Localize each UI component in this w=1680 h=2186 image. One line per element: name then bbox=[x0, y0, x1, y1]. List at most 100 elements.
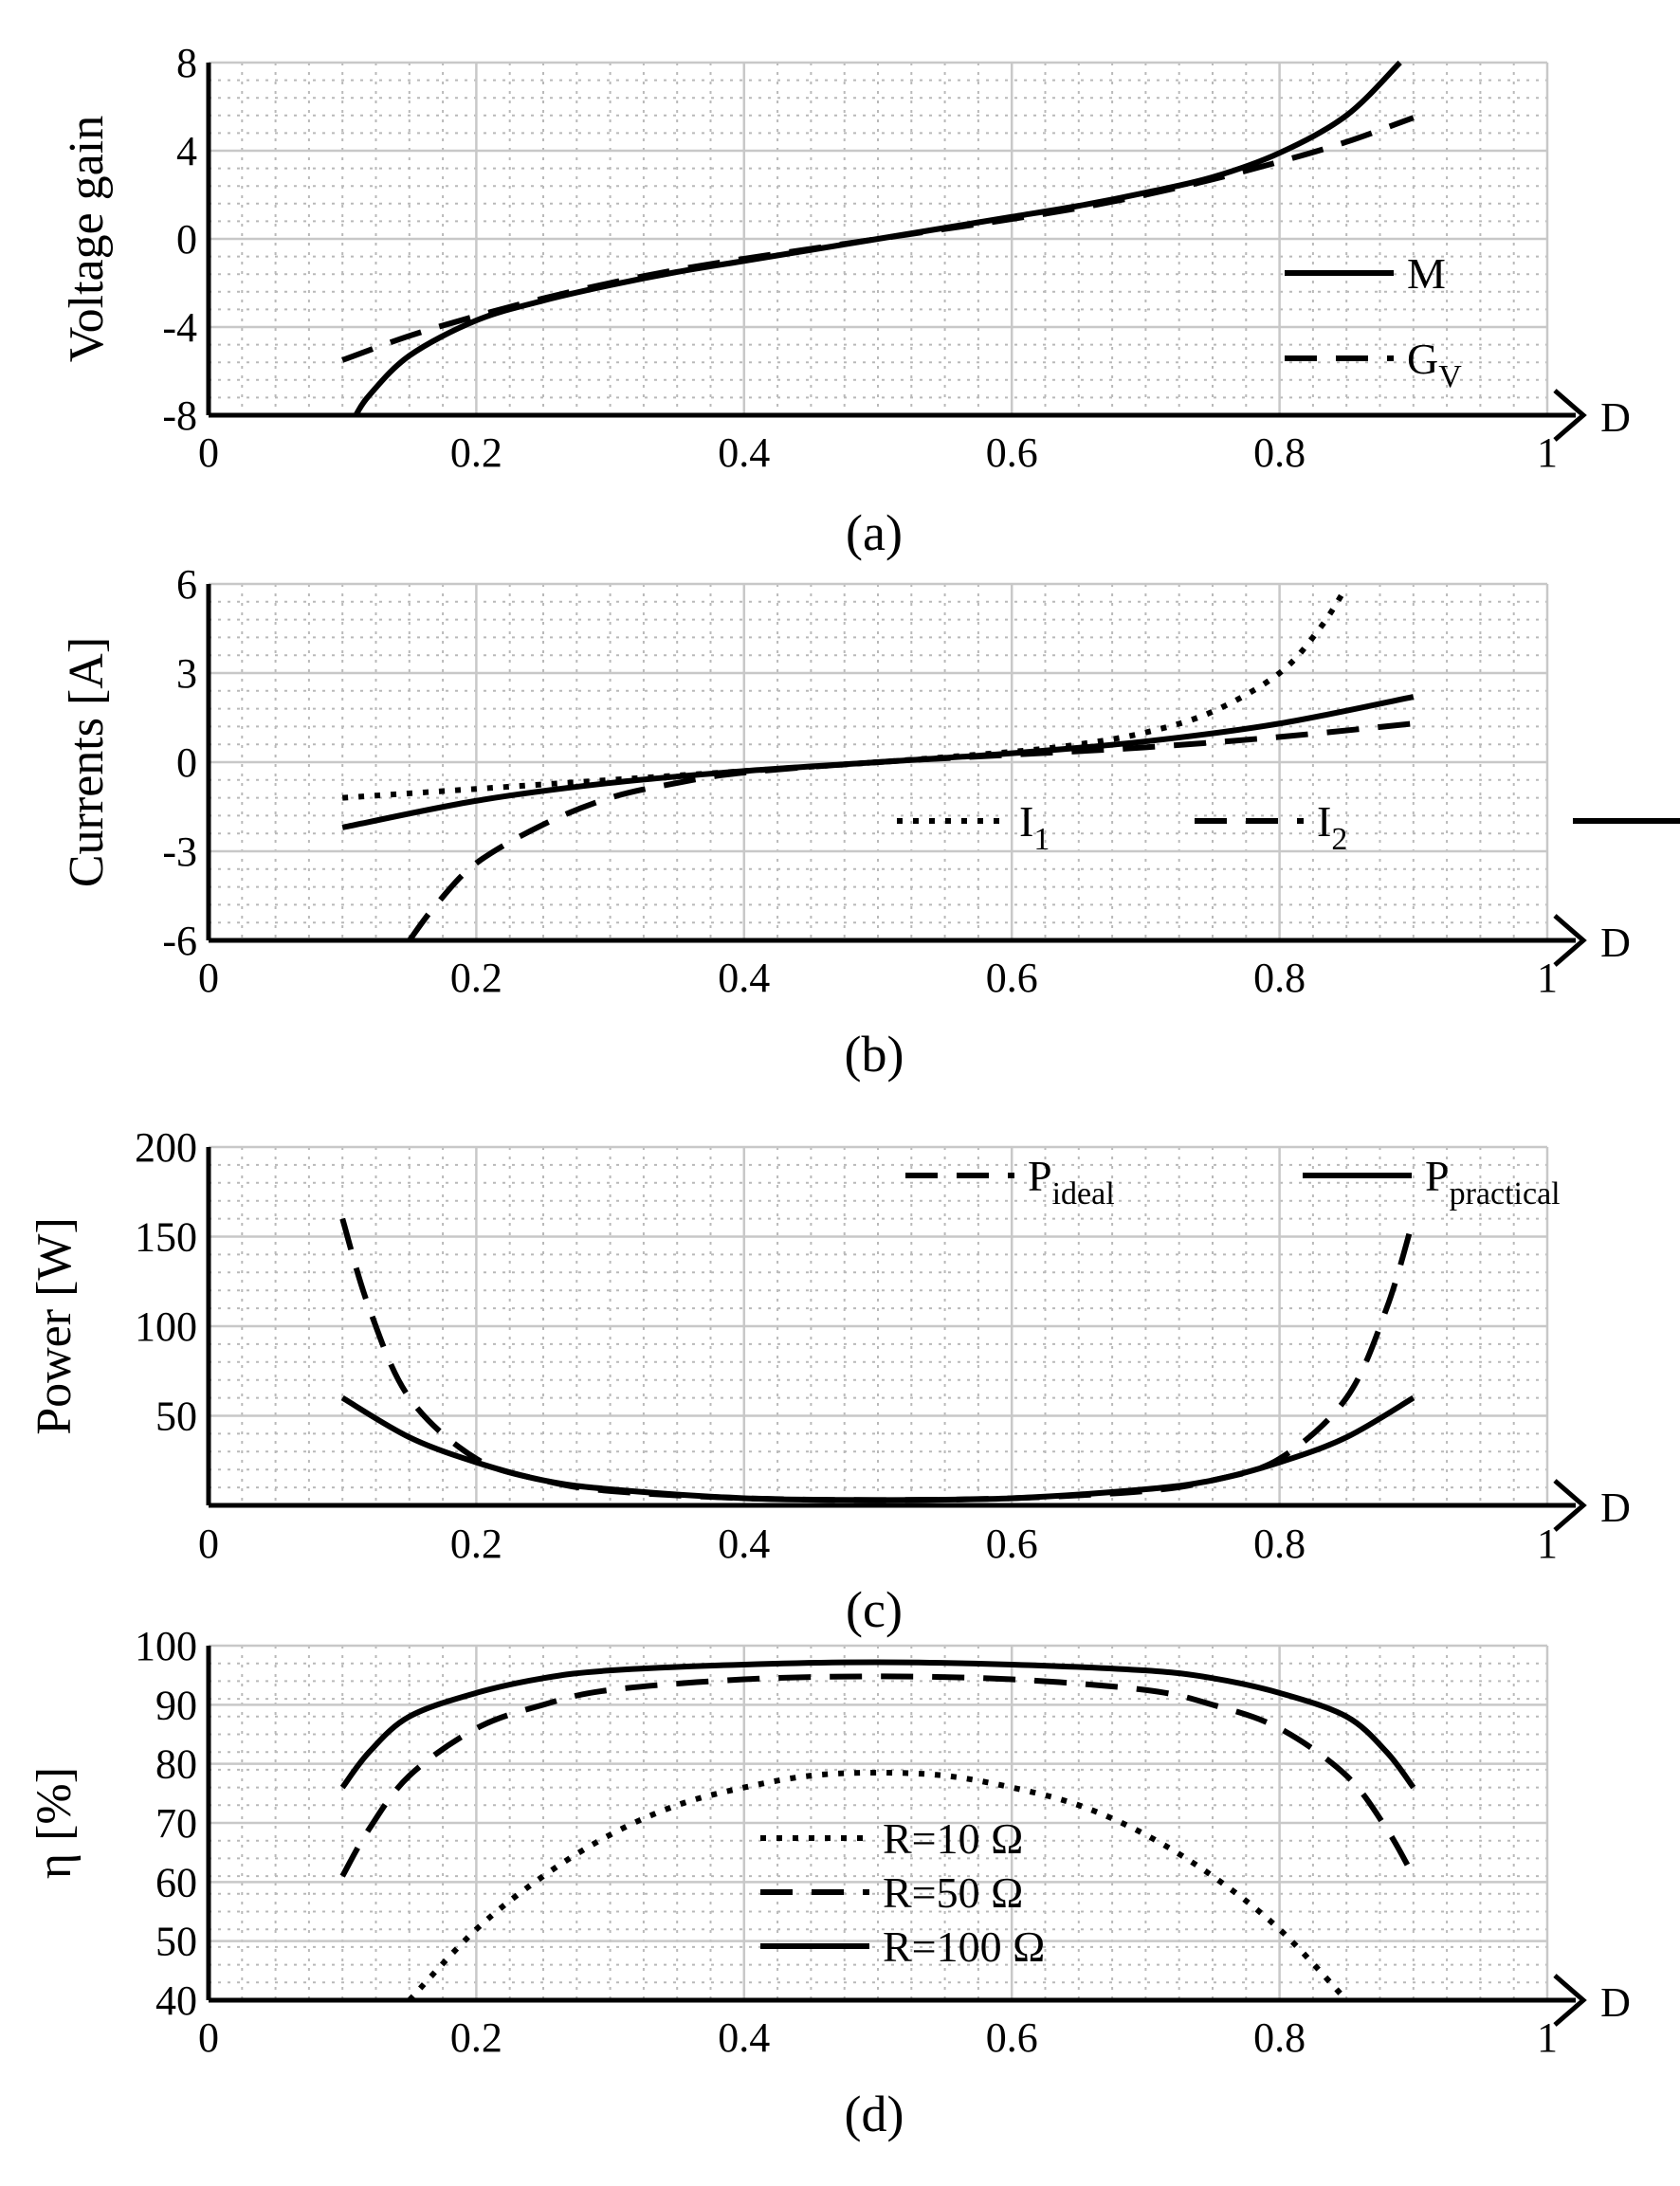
legend-label-subscript: ideal bbox=[1052, 1176, 1115, 1211]
legend-label-subscript: practical bbox=[1450, 1176, 1561, 1211]
y-tick-label: 4 bbox=[176, 128, 197, 174]
legend-label-main: I bbox=[1317, 797, 1331, 846]
legend: R=10 Ω R=50 Ω R=100 Ω bbox=[760, 1814, 1045, 1971]
panel-label: (c) bbox=[846, 1581, 903, 1638]
x-tick-label: 0.4 bbox=[718, 429, 770, 476]
x-axis-arrow-icon bbox=[1553, 1974, 1587, 2027]
x-tick-label: 0 bbox=[198, 955, 219, 1001]
legend-label-main: R=10 Ω bbox=[883, 1814, 1023, 1863]
y-tick-label: 100 bbox=[135, 1303, 197, 1350]
legend-label-main: P bbox=[1425, 1152, 1450, 1200]
legend-label: R=100 Ω bbox=[883, 1922, 1045, 1971]
y-tick-label: 0 bbox=[176, 216, 197, 263]
x-tick-label: 0.2 bbox=[450, 1521, 502, 1567]
x-tick-label: 1 bbox=[1537, 955, 1558, 1001]
y-axis-title: Voltage gain bbox=[60, 116, 114, 362]
series-line-p-practical bbox=[340, 1395, 1415, 1503]
y-tick-label: 60 bbox=[155, 1859, 197, 1905]
x-tick-label: 1 bbox=[1537, 2014, 1558, 2061]
panel-label: (b) bbox=[845, 1026, 904, 1083]
major-grid bbox=[209, 1644, 1549, 2000]
legend-label-subscript: 1 bbox=[1033, 822, 1050, 857]
legend-label-subscript: V bbox=[1438, 359, 1462, 394]
x-tick-label: 0.4 bbox=[718, 2014, 770, 2061]
y-tick-label: -8 bbox=[162, 392, 197, 439]
y-tick-label: 100 bbox=[135, 1623, 197, 1669]
y-tick-label: 40 bbox=[155, 1977, 197, 2024]
legend-label: Pideal bbox=[1028, 1152, 1115, 1211]
legend-label-main: G bbox=[1407, 335, 1438, 383]
x-tick-label: 0.6 bbox=[986, 429, 1038, 476]
legend-label: R=10 Ω bbox=[883, 1814, 1023, 1863]
x-axis-arrow-icon bbox=[1553, 914, 1587, 967]
x-tick-label: 1 bbox=[1537, 429, 1558, 476]
y-tick-label: -4 bbox=[162, 304, 197, 351]
series-line-r-100- bbox=[339, 1659, 1416, 1790]
legend-label-subscript: 2 bbox=[1331, 822, 1347, 857]
x-axis-arrow-icon bbox=[1553, 389, 1587, 442]
series-group bbox=[339, 1217, 1416, 1503]
y-tick-label: 150 bbox=[135, 1214, 197, 1261]
minor-grid bbox=[209, 1147, 1547, 1505]
x-tick-label: 0.2 bbox=[450, 955, 502, 1001]
legend-label-main: R=100 Ω bbox=[883, 1922, 1045, 1971]
y-axis-title: Currents [A] bbox=[60, 637, 114, 887]
minor-grid bbox=[209, 584, 1547, 940]
major-grid bbox=[209, 1145, 1549, 1505]
legend-label: R=50 Ω bbox=[883, 1868, 1023, 1917]
series-line-r-10- bbox=[407, 1770, 1349, 2000]
major-grid bbox=[209, 61, 1549, 415]
x-axis-symbol: D bbox=[1600, 1485, 1631, 1531]
y-tick-label: 6 bbox=[176, 561, 197, 608]
y-tick-label: 3 bbox=[176, 650, 197, 697]
series-group bbox=[339, 1659, 1416, 2000]
x-tick-label: 0.4 bbox=[718, 1521, 770, 1567]
y-tick-label: 200 bbox=[135, 1124, 197, 1171]
y-tick-label: 50 bbox=[155, 1919, 197, 1965]
x-tick-label: 0.6 bbox=[986, 955, 1038, 1001]
series-line-i-2 bbox=[407, 720, 1415, 940]
legend-label: Ppractical bbox=[1425, 1152, 1561, 1211]
legend-label: GV bbox=[1407, 335, 1462, 394]
x-tick-label: 0.6 bbox=[986, 1521, 1038, 1567]
panel-label: (a) bbox=[846, 504, 903, 561]
x-axis-arrow-icon bbox=[1553, 1479, 1587, 1532]
y-axis-title: Power [W] bbox=[27, 1217, 82, 1435]
y-tick-label: -6 bbox=[162, 918, 197, 964]
y-tick-label: 8 bbox=[176, 40, 197, 86]
legend: I1I2Io bbox=[897, 797, 1680, 857]
x-axis-symbol: D bbox=[1600, 1979, 1631, 2026]
series-group bbox=[341, 60, 1415, 415]
legend: MGV bbox=[1285, 249, 1462, 394]
legend-label-main: M bbox=[1407, 249, 1446, 298]
series-line-r-50- bbox=[339, 1673, 1416, 1878]
panel-d-efficiency: D 40 50 60 70 80 90 100 0 0.2 0.4 0.6 0.8 1 η [%] (d) R=… bbox=[27, 1623, 1631, 2142]
x-tick-label: 0 bbox=[198, 429, 219, 476]
x-tick-label: 0.2 bbox=[450, 2014, 502, 2061]
x-tick-label: 0.8 bbox=[1253, 955, 1306, 1001]
x-tick-label: 0.2 bbox=[450, 429, 502, 476]
x-tick-label: 0.8 bbox=[1253, 1521, 1306, 1567]
x-axis-symbol: D bbox=[1600, 920, 1631, 966]
y-tick-label: 50 bbox=[155, 1394, 197, 1440]
legend-label: M bbox=[1407, 249, 1446, 298]
x-axis-symbol: D bbox=[1600, 394, 1631, 441]
x-tick-label: 0.8 bbox=[1253, 2014, 1306, 2061]
y-tick-label: 80 bbox=[155, 1741, 197, 1788]
x-tick-label: 1 bbox=[1537, 1521, 1558, 1567]
y-tick-label: 0 bbox=[176, 739, 197, 786]
minor-grid bbox=[209, 63, 1547, 415]
legend-label: I2 bbox=[1317, 797, 1347, 857]
x-tick-label: 0.4 bbox=[718, 955, 770, 1001]
legend-label-main: R=50 Ω bbox=[883, 1868, 1023, 1917]
x-tick-label: 0 bbox=[198, 2014, 219, 2061]
series-line-i-o bbox=[341, 694, 1415, 830]
x-tick-label: 0 bbox=[198, 1521, 219, 1567]
legend: Pideal Ppractical bbox=[905, 1152, 1561, 1211]
panel-label: (d) bbox=[845, 2086, 904, 2142]
legend-label: I1 bbox=[1019, 797, 1050, 857]
x-tick-label: 0.8 bbox=[1253, 429, 1306, 476]
